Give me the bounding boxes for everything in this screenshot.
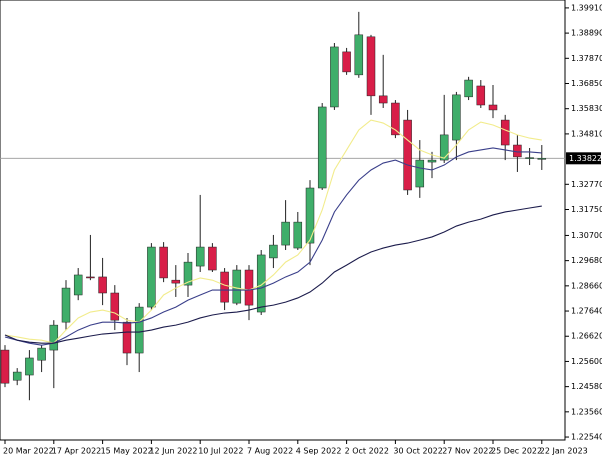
y-tick-label: 1.32770 [571,180,602,189]
x-tick-label: 12 Jun 2022 [149,447,197,456]
y-tick-label: 1.25600 [571,357,602,366]
candle-body [171,279,181,284]
candle-body [403,119,412,191]
candle-body [256,254,266,313]
candle-body [37,347,46,361]
candle-body [500,119,510,146]
candle-body [366,36,376,97]
x-tick-label: 7 Aug 2022 [247,447,293,456]
candle-body [378,95,388,104]
candle-body [330,46,339,108]
candle-body [73,274,83,296]
candle-body [183,261,193,286]
x-tick-label: 17 Apr 2022 [52,447,101,456]
candle-body [391,102,400,136]
candle-body [317,106,327,189]
candle-body [49,324,59,351]
candle-body [525,157,534,159]
candle-body [293,221,303,249]
moving-average-line [4,119,542,344]
y-tick-label: 1.26620 [571,332,602,341]
candle-body [208,246,217,271]
y-tick-label: 1.39910 [571,3,602,12]
y-tick-label: 1.28660 [571,281,602,290]
y-tick-label: 1.27640 [571,307,602,316]
current-price-label: 1.33822 [569,154,602,163]
candle-body [232,269,242,304]
candle-body [12,371,22,381]
candle-body [439,134,449,161]
candle-body [476,85,486,106]
candle-body [0,349,10,384]
y-tick-label: 1.35830 [571,104,602,113]
candle-body [244,269,254,306]
candle-body [134,306,144,354]
candle-body [342,51,351,73]
candle-body [61,287,71,323]
candle-body [98,276,107,294]
candle-body [464,79,473,98]
y-tick-label: 1.23560 [571,407,602,416]
candle-body [110,292,120,321]
x-tick-label: 15 May 2022 [101,447,153,456]
plot-frame [0,0,566,441]
candle-body [147,246,156,308]
candle-body [452,94,461,141]
x-tick-label: 2 Oct 2022 [345,447,389,456]
y-tick-label: 1.22540 [571,433,602,442]
x-tick-label: 22 Jan 2023 [540,447,588,456]
y-tick-label: 1.38890 [571,29,602,38]
y-tick-label: 1.30700 [571,231,602,240]
candle-body [25,357,34,376]
candle-body [86,276,95,279]
moving-average-line [4,147,542,346]
x-tick-label: 4 Sep 2022 [296,447,342,456]
moving-average-line [4,205,542,344]
x-tick-label: 20 Mar 2022 [3,447,54,456]
candle-body [159,246,168,279]
x-tick-label: 27 Nov 2022 [442,447,493,456]
candle-body [415,159,425,188]
y-tick-label: 1.24580 [571,382,602,391]
candle-body [195,246,205,267]
y-tick-label: 1.34810 [571,129,602,138]
candle-body [269,244,278,259]
candle-body [537,158,547,160]
y-tick-label: 1.37870 [571,54,602,63]
x-tick-label: 25 Dec 2022 [491,447,542,456]
y-tick-label: 1.31750 [571,205,602,214]
x-tick-label: 10 Jul 2022 [198,447,243,456]
candle-body [122,321,132,354]
candle-body [220,271,229,303]
current-price-box [566,152,601,165]
candle-body [427,159,437,163]
candle-body [354,34,364,76]
candle-body [305,187,315,244]
y-tick-label: 1.36850 [571,79,602,88]
y-tick-label: 1.29680 [571,256,602,265]
candle-body [281,221,290,246]
candle-body [488,104,498,111]
x-tick-label: 30 Oct 2022 [393,447,442,456]
